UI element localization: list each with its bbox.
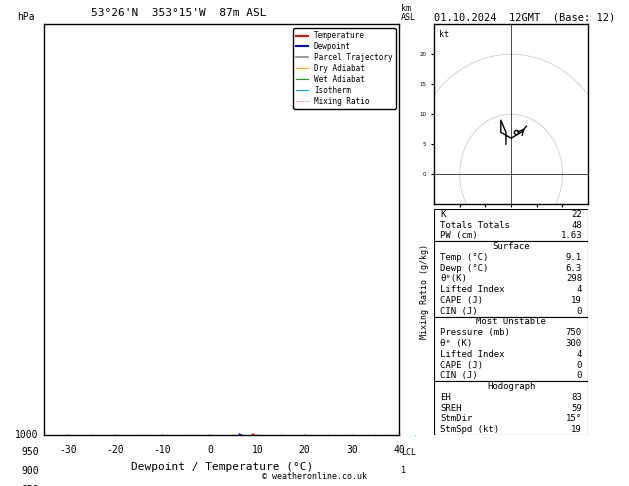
Text: 83: 83 bbox=[571, 393, 582, 402]
Text: CAPE (J): CAPE (J) bbox=[440, 296, 483, 305]
Text: PW (cm): PW (cm) bbox=[440, 231, 478, 241]
Text: Mixing Ratio (g/kg): Mixing Ratio (g/kg) bbox=[420, 244, 429, 339]
Text: 1.63: 1.63 bbox=[560, 231, 582, 241]
Legend: Temperature, Dewpoint, Parcel Trajectory, Dry Adiabat, Wet Adiabat, Isotherm, Mi: Temperature, Dewpoint, Parcel Trajectory… bbox=[293, 28, 396, 109]
Text: 0: 0 bbox=[577, 371, 582, 380]
Bar bbox=[434, 241, 588, 316]
Text: Lifted Index: Lifted Index bbox=[440, 285, 504, 294]
Text: © weatheronline.co.uk: © weatheronline.co.uk bbox=[262, 472, 367, 481]
Text: hPa: hPa bbox=[18, 12, 35, 22]
Text: Surface: Surface bbox=[493, 242, 530, 251]
Bar bbox=[434, 381, 588, 435]
Text: 40: 40 bbox=[394, 445, 405, 455]
Text: 900: 900 bbox=[21, 466, 39, 476]
Text: -20: -20 bbox=[106, 445, 124, 455]
Text: 48: 48 bbox=[571, 221, 582, 229]
Bar bbox=[434, 316, 588, 381]
Text: 0: 0 bbox=[207, 445, 213, 455]
Text: CIN (J): CIN (J) bbox=[440, 371, 478, 380]
Text: 19: 19 bbox=[571, 296, 582, 305]
Text: CIN (J): CIN (J) bbox=[440, 307, 478, 316]
Text: K: K bbox=[440, 210, 445, 219]
Text: EH: EH bbox=[440, 393, 451, 402]
Text: 6.3: 6.3 bbox=[566, 264, 582, 273]
Text: 4: 4 bbox=[577, 350, 582, 359]
Text: 10: 10 bbox=[252, 445, 263, 455]
Text: Totals Totals: Totals Totals bbox=[440, 221, 510, 229]
Text: θᵉ (K): θᵉ (K) bbox=[440, 339, 472, 348]
Text: Dewpoint / Temperature (°C): Dewpoint / Temperature (°C) bbox=[131, 462, 313, 472]
Text: kt: kt bbox=[438, 30, 448, 39]
Text: 9.1: 9.1 bbox=[566, 253, 582, 262]
Text: 1: 1 bbox=[401, 467, 406, 475]
Bar bbox=[434, 209, 588, 241]
Text: 0: 0 bbox=[577, 361, 582, 369]
Text: 1000: 1000 bbox=[15, 430, 39, 440]
Text: km
ASL: km ASL bbox=[401, 4, 416, 22]
Text: Dewp (°C): Dewp (°C) bbox=[440, 264, 489, 273]
Text: 0: 0 bbox=[577, 307, 582, 316]
Text: -10: -10 bbox=[153, 445, 171, 455]
Text: 01.10.2024  12GMT  (Base: 12): 01.10.2024 12GMT (Base: 12) bbox=[434, 12, 615, 22]
Text: Hodograph: Hodograph bbox=[487, 382, 535, 391]
Text: 53°26'N  353°15'W  87m ASL: 53°26'N 353°15'W 87m ASL bbox=[91, 8, 267, 18]
Text: 298: 298 bbox=[566, 275, 582, 283]
Text: LCL: LCL bbox=[401, 448, 416, 457]
Text: 15°: 15° bbox=[566, 415, 582, 423]
Text: θᵉ(K): θᵉ(K) bbox=[440, 275, 467, 283]
Text: SREH: SREH bbox=[440, 403, 462, 413]
Text: 950: 950 bbox=[21, 448, 39, 457]
Text: CAPE (J): CAPE (J) bbox=[440, 361, 483, 369]
Text: -30: -30 bbox=[59, 445, 77, 455]
Text: 300: 300 bbox=[566, 339, 582, 348]
Text: 59: 59 bbox=[571, 403, 582, 413]
Text: Temp (°C): Temp (°C) bbox=[440, 253, 489, 262]
Text: StmSpd (kt): StmSpd (kt) bbox=[440, 425, 499, 434]
Text: 19: 19 bbox=[571, 425, 582, 434]
Text: 4: 4 bbox=[577, 285, 582, 294]
Text: Most Unstable: Most Unstable bbox=[476, 317, 546, 327]
Text: 30: 30 bbox=[346, 445, 358, 455]
Text: Pressure (mb): Pressure (mb) bbox=[440, 328, 510, 337]
Text: StmDir: StmDir bbox=[440, 415, 472, 423]
Text: 750: 750 bbox=[566, 328, 582, 337]
Text: 22: 22 bbox=[571, 210, 582, 219]
Text: Lifted Index: Lifted Index bbox=[440, 350, 504, 359]
Text: 20: 20 bbox=[299, 445, 311, 455]
